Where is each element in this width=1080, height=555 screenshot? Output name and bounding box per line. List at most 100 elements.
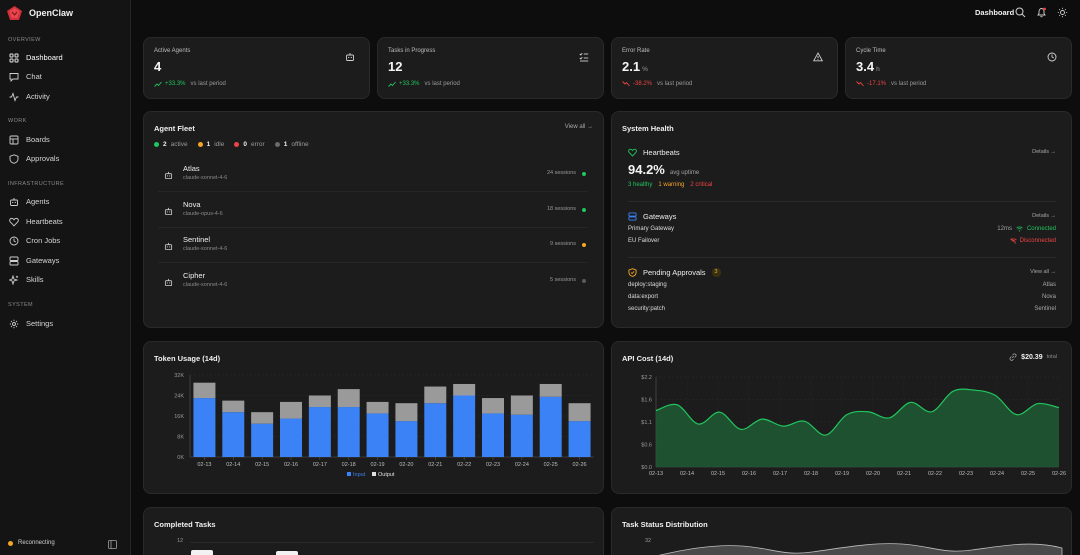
sidebar-item-skills[interactable]: Skills [3, 271, 127, 288]
kpi-value: 12 [388, 59, 403, 74]
bar-output [280, 401, 302, 419]
legend-swatch-output [372, 472, 376, 476]
sidebar-item-activity[interactable]: Activity [3, 88, 127, 105]
bar-input [395, 421, 418, 457]
divider [628, 257, 1056, 258]
clock-icon [1047, 52, 1057, 62]
agent-row-sentinel[interactable]: Sentinel claude-sonnet-4-6 9 sessions [158, 231, 588, 263]
kpi-trend: -38.2% vs last period [622, 81, 692, 87]
sidebar-item-chat[interactable]: Chat [3, 68, 127, 85]
cost-line [655, 388, 1060, 436]
bar-output [482, 398, 504, 414]
task-status-area [658, 543, 1063, 555]
bar-output [453, 383, 476, 396]
sidebar-item-approvals[interactable]: Approvals [3, 150, 127, 167]
kpi-trend: +33.3% vs last period [388, 81, 460, 87]
sidebar-item-gateways[interactable]: Gateways [3, 252, 127, 269]
approval-name[interactable]: deploy:staging [628, 282, 667, 288]
agent-model: claude-opus-4-6 [183, 211, 223, 217]
heartbeats-details-link[interactable]: Details → [1032, 149, 1056, 155]
x-tick-label: 02-23 [959, 471, 973, 477]
kpi-label: Tasks in Progress [388, 48, 436, 54]
x-tick-label: 02-17 [313, 462, 327, 468]
kpi-trend: -17.1% vs last period [856, 81, 926, 87]
server-icon [9, 256, 19, 265]
connection-status: Reconnecting [8, 540, 55, 546]
agent-row-cipher[interactable]: Cipher claude-sonnet-4-6 5 sessions [158, 267, 588, 299]
bar-output [251, 412, 274, 424]
sidebar-item-agents[interactable]: Agents [3, 193, 127, 210]
heartbeat-counts: 3 healthy 1 warning 2 critical [628, 182, 713, 188]
api-cost-total: $20.39 total [1009, 353, 1057, 361]
y-tick-label: $1.1 [641, 420, 652, 426]
board-icon [9, 135, 19, 144]
sidebar-item-cron-jobs[interactable]: Cron Jobs [3, 232, 127, 249]
bar-input [251, 423, 274, 457]
bar-output [337, 389, 360, 408]
sun-icon[interactable] [1057, 7, 1068, 18]
x-tick-label: 02-18 [804, 471, 818, 477]
approvals-view-all-link[interactable]: View all → [1030, 269, 1056, 275]
section-label-overview: OVERVIEW [8, 37, 41, 43]
connection-status-label: Reconnecting [18, 540, 55, 546]
brand[interactable]: OpenClaw [7, 6, 73, 20]
approvals-section: Pending Approvals 3 View all → deploy:st… [628, 268, 1056, 318]
agent-row-atlas[interactable]: Atlas claude-sonnet-4-6 24 sessions [158, 160, 588, 192]
agent-row-nova[interactable]: Nova claude-opus-4-6 18 sessions [158, 196, 588, 228]
agent-fleet-card: Agent Fleet View all → 2 active 1 idle 0 er… [143, 111, 604, 328]
sidebar-item-label: Gateways [26, 256, 60, 265]
heartbeats-section: Heartbeats Details → 94.2% avg uptime 3 … [628, 148, 1056, 192]
logo-icon [7, 6, 22, 20]
heart-icon [628, 148, 637, 157]
section-label-work: WORK [8, 118, 27, 124]
bar-input [222, 412, 245, 457]
kpi-card-tasks-in-progress: Tasks in Progress 12 +33.3% vs last perio… [377, 37, 604, 99]
gateway-name: EU Failover [628, 238, 660, 244]
sidebar-item-settings[interactable]: Settings [3, 315, 127, 332]
kpi-value: 3.4 h [856, 59, 880, 74]
y-tick-label: $2.2 [641, 375, 652, 381]
gateway-name: Primary Gateway [628, 226, 675, 232]
shield-icon [9, 153, 19, 164]
search-icon[interactable] [1015, 7, 1026, 18]
completed-tasks-card: Completed Tasks 12 [143, 507, 604, 555]
gear-icon [9, 319, 19, 328]
y-tick-label: 8K [177, 435, 184, 441]
activity-icon [9, 91, 19, 102]
card-title: API Cost (14d) [622, 354, 674, 363]
collapse-sidebar-icon[interactable] [108, 540, 117, 549]
view-all-link[interactable]: View all → [564, 124, 593, 130]
approval-name[interactable]: data:export [628, 294, 659, 300]
x-tick-label: 02-20 [866, 471, 880, 477]
x-tick-label: 02-19 [371, 462, 385, 468]
sidebar-item-dashboard[interactable]: Dashboard [3, 49, 127, 66]
y-tick-label: 32K [174, 373, 184, 379]
bell-icon[interactable] [1036, 7, 1047, 18]
link-icon [1009, 353, 1017, 361]
x-tick-label: 02-16 [284, 462, 298, 468]
gateway-status-eu: Disconnected [1009, 238, 1056, 244]
section-header: Heartbeats [628, 148, 680, 157]
approval-agent: Nova [1041, 294, 1056, 300]
bot-icon [164, 242, 173, 251]
agent-model: claude-sonnet-4-6 [183, 246, 228, 252]
approval-name[interactable]: security:patch [628, 306, 666, 312]
bar-output [568, 403, 591, 422]
trend-down-icon [622, 81, 630, 87]
sidebar-item-heartbeats[interactable]: Heartbeats [3, 213, 127, 230]
gateways-details-link[interactable]: Details → [1032, 213, 1056, 219]
legend-label-output: Output [378, 472, 395, 478]
bar-input [193, 398, 216, 457]
section-label-system: SYSTEM [8, 302, 34, 308]
agent-model: claude-sonnet-4-6 [183, 175, 228, 181]
bar-output [395, 403, 418, 422]
x-tick-label: 02-26 [1052, 471, 1066, 477]
sidebar-item-boards[interactable]: Boards [3, 131, 127, 148]
y-tick-label: 16K [174, 414, 184, 420]
agent-status-dot [582, 243, 586, 247]
sidebar-item-label: Agents [26, 197, 50, 206]
page-title: Dashboard [975, 8, 1015, 17]
warning-icon [813, 52, 823, 62]
uptime-value: 94.2% [628, 162, 665, 177]
bot-icon [10, 197, 18, 206]
